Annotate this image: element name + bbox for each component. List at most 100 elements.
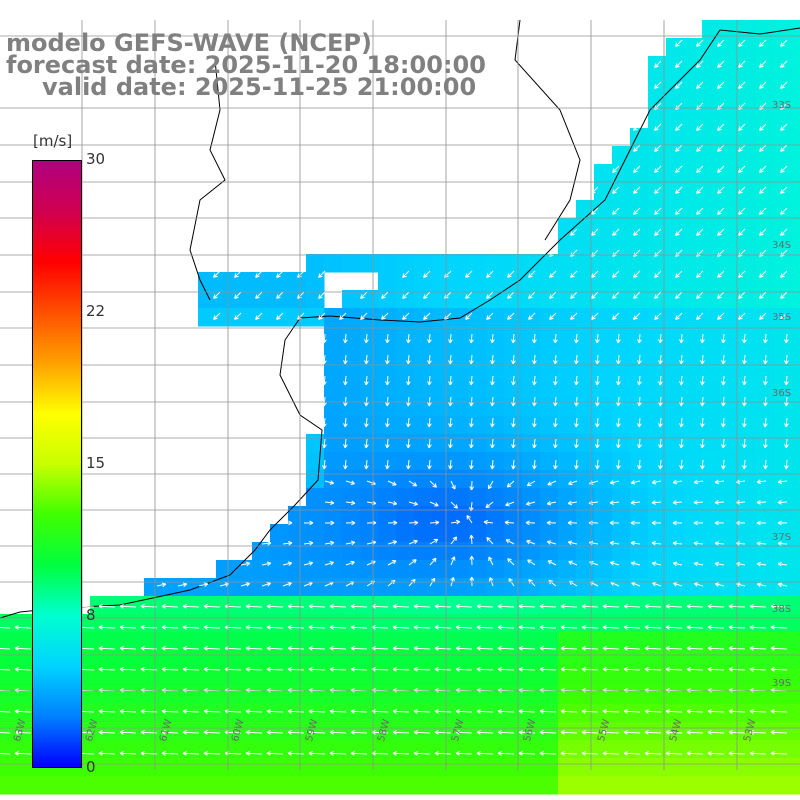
wind-speed-cell — [504, 776, 523, 795]
wind-speed-cell — [594, 362, 613, 381]
wind-speed-cell — [558, 614, 577, 633]
wind-speed-cell — [792, 488, 800, 507]
wind-speed-cell — [720, 236, 739, 255]
wind-arrow — [654, 39, 662, 47]
wind-speed-cell — [342, 380, 361, 399]
wind-speed-cell — [702, 326, 721, 345]
wind-speed-cell — [648, 344, 667, 363]
wind-speed-cell — [486, 632, 505, 651]
wind-speed-cell — [306, 740, 325, 759]
wind-speed-cell — [666, 542, 685, 561]
wind-speed-cell — [630, 686, 649, 705]
wind-speed-cell — [540, 668, 559, 687]
wind-speed-cell — [576, 326, 595, 345]
wind-arrow — [675, 291, 683, 299]
wind-arrow — [717, 312, 725, 320]
wind-speed-cell — [756, 506, 775, 525]
wind-speed-cell — [738, 740, 757, 759]
wind-arrow — [423, 270, 431, 278]
wind-speed-cell — [234, 578, 253, 597]
wind-speed-cell — [468, 434, 487, 453]
wind-speed-cell — [630, 740, 649, 759]
wind-arrow — [161, 625, 179, 630]
wind-arrow — [448, 459, 453, 470]
wind-arrow — [364, 396, 369, 407]
wind-speed-cell — [468, 668, 487, 687]
wind-speed-cell — [612, 488, 631, 507]
wind-speed-cell — [468, 542, 487, 561]
wind-speed-cell — [522, 542, 541, 561]
wind-arrow — [714, 561, 725, 567]
wind-speed-cell — [738, 470, 757, 489]
wind-speed-cell — [396, 290, 415, 309]
wind-speed-cell — [144, 740, 163, 759]
wind-speed-cell — [18, 704, 37, 723]
wind-speed-cell — [360, 650, 379, 669]
wind-arrow — [549, 270, 557, 278]
wind-speed-cell — [792, 416, 800, 435]
wind-arrow — [574, 417, 579, 428]
wind-arrow — [450, 556, 456, 566]
wind-speed-cell — [792, 596, 800, 615]
wind-speed-cell — [594, 398, 613, 417]
wind-arrow — [526, 480, 536, 487]
wind-speed-cell — [468, 524, 487, 543]
wind-arrow — [574, 396, 579, 407]
wind-speed-cell — [234, 704, 253, 723]
wind-speed-cell — [396, 776, 415, 795]
wind-speed-cell — [756, 758, 775, 777]
wind-speed-cell — [648, 416, 667, 435]
wind-speed-cell — [108, 614, 127, 633]
wind-speed-cell — [630, 272, 649, 291]
wind-speed-cell — [306, 506, 325, 525]
wind-speed-cell — [378, 488, 397, 507]
wind-arrow — [784, 375, 789, 386]
wind-speed-cell — [108, 776, 127, 795]
wind-arrow — [507, 558, 515, 566]
wind-speed-cell — [612, 380, 631, 399]
wind-arrow — [707, 667, 725, 672]
wind-speed-cell — [450, 758, 469, 777]
wind-speed-cell — [198, 632, 217, 651]
wind-speed-cell — [252, 596, 271, 615]
wind-arrow — [784, 354, 789, 365]
wind-speed-cell — [792, 38, 800, 57]
wind-speed-cell — [540, 488, 559, 507]
wind-arrow — [324, 520, 335, 526]
wind-speed-cell — [756, 272, 775, 291]
wind-speed-cell — [774, 416, 793, 435]
wind-arrow — [672, 561, 683, 567]
wind-speed-cell — [558, 704, 577, 723]
wind-speed-cell — [648, 434, 667, 453]
wind-speed-cell — [792, 758, 800, 777]
wind-speed-cell — [288, 596, 307, 615]
wind-speed-cell — [288, 524, 307, 543]
wind-speed-cell — [180, 686, 199, 705]
colorbar-tick-15: 15 — [86, 454, 106, 472]
wind-speed-cell — [702, 650, 721, 669]
wind-arrow — [505, 501, 515, 507]
wind-speed-cell — [396, 668, 415, 687]
wind-speed-cell — [162, 758, 181, 777]
wind-speed-cell — [504, 758, 523, 777]
wind-speed-cell — [450, 308, 469, 327]
wind-speed-cell — [792, 740, 800, 759]
wind-speed-cell — [576, 416, 595, 435]
wind-arrow — [245, 625, 263, 630]
wind-speed-cell — [648, 290, 667, 309]
wind-arrow — [450, 501, 459, 509]
wind-speed-cell — [666, 254, 685, 273]
wind-arrow — [770, 751, 788, 756]
wind-arrow — [567, 520, 578, 526]
wind-speed-cell — [756, 578, 775, 597]
wind-speed-cell — [702, 776, 721, 795]
wind-speed-cell — [648, 128, 667, 147]
wind-speed-cell — [576, 740, 595, 759]
wind-arrow — [644, 604, 662, 609]
wind-speed-cell — [666, 308, 685, 327]
wind-arrow — [450, 536, 458, 545]
wind-speed-cell — [576, 578, 595, 597]
wind-speed-cell — [792, 470, 800, 489]
wind-speed-cell — [432, 542, 451, 561]
lat-label: 38S — [772, 604, 792, 615]
